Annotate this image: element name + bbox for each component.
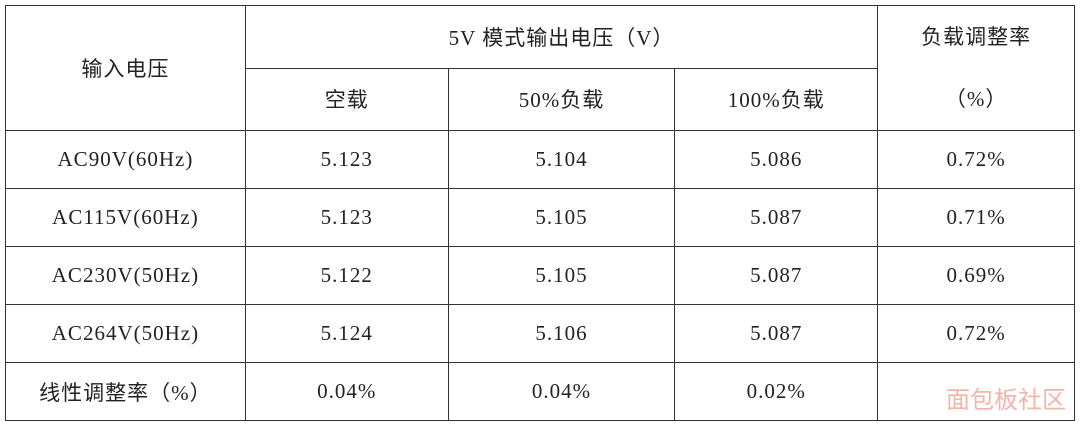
data-row: AC115V(60Hz) 5.123 5.105 5.087 0.71% (5, 188, 1075, 247)
header-row: 输入电压 5V 模式输出电压（V） 负载调整率 （%） (5, 5, 1075, 131)
data-cell (877, 362, 1075, 421)
header-cell: 空载 (244, 67, 449, 131)
data-cell: 5.086 (674, 130, 879, 189)
data-cell: 0.72% (877, 304, 1075, 363)
data-cell: 5.123 (244, 130, 449, 189)
data-cell: 5.087 (674, 246, 879, 305)
header-cell: 5V 模式输出电压（V） (244, 5, 879, 69)
table-body: 输入电压 5V 模式输出电压（V） 负载调整率 （%） 空载 50%负载 100… (5, 5, 1075, 421)
header-cell: 输入电压 (5, 5, 246, 131)
header-text: 负载调整率 (921, 25, 1032, 49)
header-text: （%） (944, 87, 1008, 111)
header-cell: 负载调整率 （%） (877, 5, 1075, 131)
data-cell: 5.105 (447, 246, 676, 305)
data-cell: 5.122 (244, 246, 449, 305)
data-row: AC90V(60Hz) 5.123 5.104 5.086 0.72% (5, 130, 1075, 189)
data-cell: 5.105 (447, 188, 676, 247)
data-cell: 5.104 (447, 130, 676, 189)
row-label: AC90V(60Hz) (5, 130, 246, 189)
data-cell: 0.02% (674, 362, 879, 421)
data-cell: 0.69% (877, 246, 1075, 305)
data-cell: 5.087 (674, 188, 879, 247)
row-label: AC115V(60Hz) (5, 188, 246, 247)
header-cell: 100%负载 (674, 67, 879, 131)
data-row: AC230V(50Hz) 5.122 5.105 5.087 0.69% (5, 246, 1075, 305)
data-cell: 0.04% (244, 362, 449, 421)
data-cell: 0.71% (877, 188, 1075, 247)
row-label: AC264V(50Hz) (5, 304, 246, 363)
row-label: 线性调整率（%） (5, 362, 246, 421)
data-cell: 0.72% (877, 130, 1075, 189)
row-label: AC230V(50Hz) (5, 246, 246, 305)
data-cell: 5.106 (447, 304, 676, 363)
header-cell: 50%负载 (447, 67, 676, 131)
data-cell: 0.04% (447, 362, 676, 421)
data-cell: 5.123 (244, 188, 449, 247)
watermark: 面包板社区 (946, 386, 1066, 414)
data-row: AC264V(50Hz) 5.124 5.106 5.087 0.72% (5, 304, 1075, 363)
data-cell: 5.124 (244, 304, 449, 363)
data-cell: 5.087 (674, 304, 879, 363)
header-row: 空载 50%负载 100%负载 (6, 67, 1075, 131)
data-row: 线性调整率（%） 0.04% 0.04% 0.02% (5, 362, 1075, 421)
data-table: 输入电压 5V 模式输出电压（V） 负载调整率 （%） 空载 50%负载 100… (5, 5, 1075, 421)
